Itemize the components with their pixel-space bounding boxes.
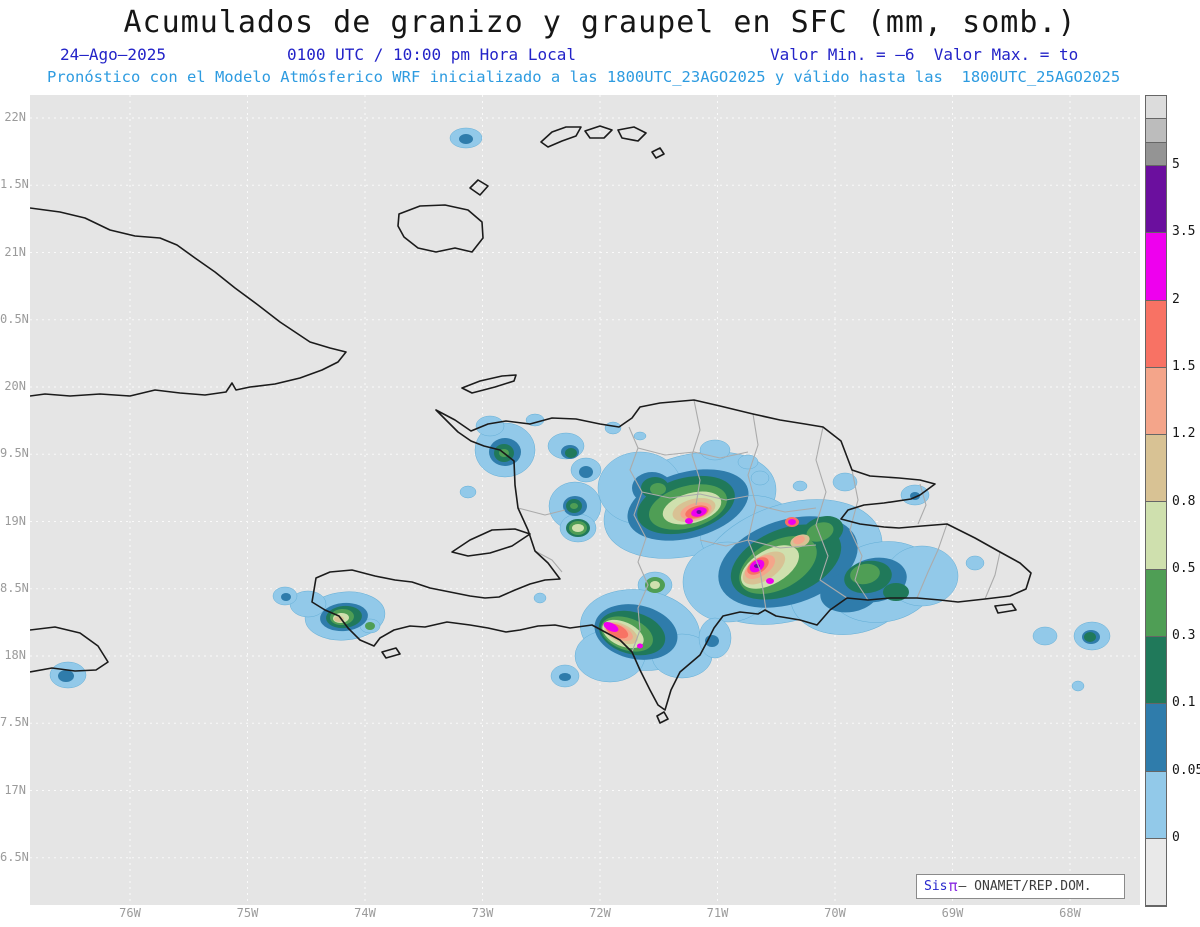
lat-tick-label: 21N <box>4 244 26 259</box>
colorbar-segment <box>1146 502 1166 570</box>
lon-tick-label: 70W <box>824 906 846 920</box>
province-borders <box>517 399 1001 653</box>
colorbar-tick-label: 0.3 <box>1172 628 1196 644</box>
colorbar-tick-label: 0.1 <box>1172 695 1196 711</box>
model-info-line: Pronóstico con el Modelo Atmósferico WRF… <box>47 68 1121 86</box>
colorbar-segment <box>1146 119 1166 143</box>
lon-tick-label: 69W <box>941 906 964 920</box>
lon-tick-label: 71W <box>706 906 729 920</box>
colorbar-tick-label: 0.8 <box>1172 493 1196 509</box>
colorbar <box>1145 95 1167 907</box>
colorbar-segment <box>1146 569 1166 638</box>
branding-org: – ONAMET/REP.DOM. <box>958 879 1092 894</box>
colorbar-tick-label: 0 <box>1172 830 1180 845</box>
lat-tick-label: 20N <box>4 379 26 393</box>
colorbar-tick-label: 0.5 <box>1172 560 1196 576</box>
colorbar-segment <box>1146 367 1166 436</box>
lat-tick-label: 1.5N <box>0 177 29 192</box>
colorbar-segment <box>1146 435 1166 503</box>
page-title: Acumulados de granizo y graupel en SFC (… <box>123 5 1077 40</box>
colorbar-segment <box>1146 96 1166 120</box>
coastlines <box>30 125 1032 724</box>
colorbar-segment <box>1146 704 1166 772</box>
lat-tick-label: 6.5N <box>0 849 29 864</box>
colorbar-segment <box>1146 637 1166 705</box>
colorbar-segment <box>1146 142 1166 166</box>
lat-tick-label: 0.5N <box>0 311 29 326</box>
colorbar-tick-label: 1.2 <box>1172 426 1196 442</box>
lon-tick-label: 75W <box>236 906 259 920</box>
hail-shading <box>49 127 1111 692</box>
branding-sis: Sis <box>924 879 948 894</box>
lon-tick-label: 74W <box>354 906 376 920</box>
forecast-date: 24–Ago–2025 <box>60 45 166 64</box>
colorbar-tick-label: 1.5 <box>1172 358 1196 374</box>
value-min-max: Valor Min. = –6 Valor Max. = to <box>770 45 1079 64</box>
lon-tick-label: 72W <box>589 906 611 920</box>
forecast-time: 0100 UTC / 10:00 pm Hora Local <box>287 45 576 64</box>
colorbar-segment <box>1146 233 1166 301</box>
lat-tick-label: 18N <box>4 648 26 662</box>
colorbar-tick-label: 2 <box>1172 291 1180 307</box>
map-svg <box>30 95 1140 905</box>
colorbar-segment <box>1146 165 1166 234</box>
colorbar-tick-label: 0.05 <box>1172 762 1200 778</box>
lat-tick-label: 7.5N <box>0 715 29 730</box>
lat-tick-label: 8.5N <box>0 580 29 595</box>
colorbar-segment <box>1146 838 1166 906</box>
lat-tick-label: 9.5N <box>0 446 29 461</box>
lat-tick-label: 17N <box>4 782 26 797</box>
colorbar-tick-label: 5 <box>1172 157 1180 172</box>
branding-box: Sis π – ONAMET/REP.DOM. <box>916 874 1125 899</box>
colorbar-segment <box>1146 771 1166 839</box>
lat-tick-label: 19N <box>4 513 26 528</box>
lon-tick-label: 76W <box>119 906 141 920</box>
colorbar-tick-label: 3.5 <box>1172 224 1196 240</box>
lon-tick-label: 68W <box>1059 906 1081 920</box>
lon-tick-label: 73W <box>471 906 494 920</box>
branding-pi-icon: π <box>948 877 958 895</box>
colorbar-segment <box>1146 300 1166 368</box>
lat-tick-label: 22N <box>4 110 26 124</box>
